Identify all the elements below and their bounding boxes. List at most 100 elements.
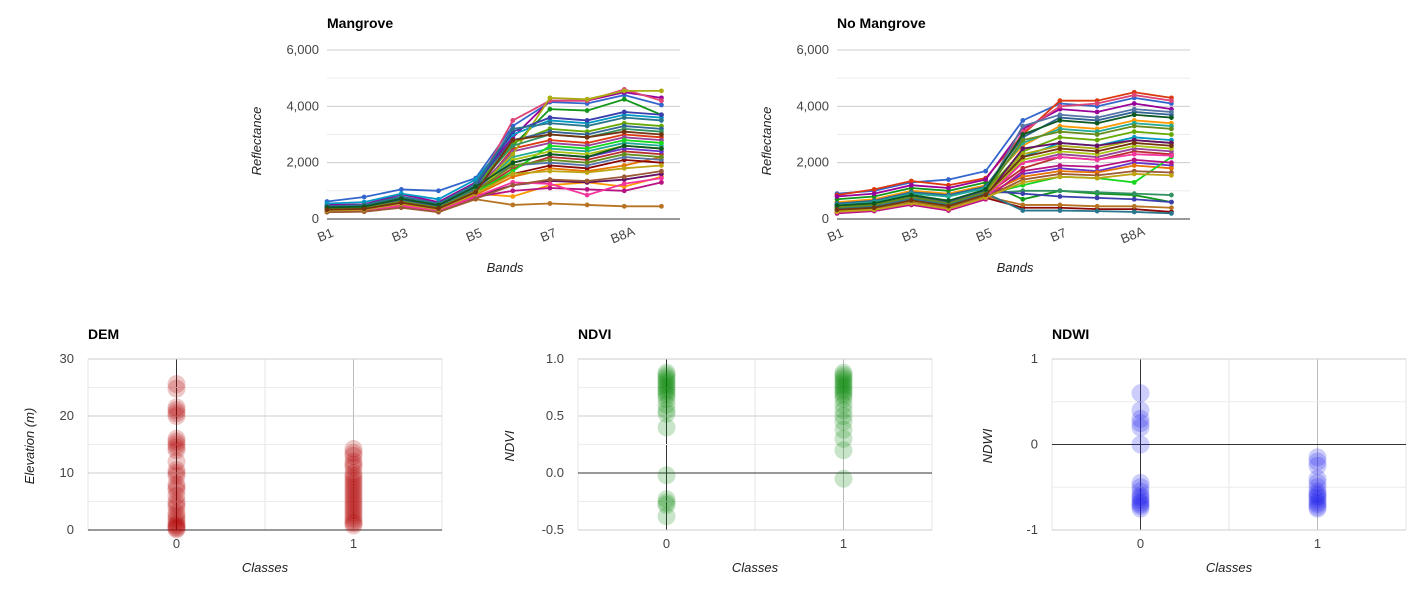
data-point (1057, 174, 1063, 180)
scatter-point (167, 503, 186, 522)
data-point (361, 194, 367, 200)
data-point (436, 196, 441, 202)
data-point (1094, 195, 1100, 201)
data-point (946, 198, 951, 204)
data-point (1094, 149, 1100, 154)
data-point (871, 205, 877, 211)
data-point (1057, 188, 1063, 194)
scatter-point (344, 514, 363, 533)
y-axis-label: Reflectance (249, 107, 264, 176)
scatter-point (1308, 469, 1327, 488)
data-point (1094, 109, 1100, 115)
scatter-point (1131, 499, 1150, 518)
scatter-point (344, 466, 363, 485)
data-point (547, 95, 553, 101)
y-tick-label: 30 (60, 351, 74, 366)
scatter-point (834, 429, 853, 448)
scatter-point (344, 478, 363, 497)
data-point (1057, 129, 1063, 135)
scatter-point (1131, 488, 1150, 507)
data-point (621, 109, 627, 115)
scatter-point (657, 490, 676, 509)
data-point (1169, 160, 1174, 166)
scatter-point (344, 503, 363, 522)
series-path (326, 116, 662, 208)
scatter-point (1308, 486, 1327, 505)
x-tick-label: B8A (608, 223, 637, 246)
scatter-point (1131, 418, 1150, 437)
scatter-point (657, 386, 676, 405)
y-tick-label: 6,000 (286, 42, 319, 57)
scatter-point (167, 512, 186, 531)
scatter-point (167, 464, 186, 482)
data-point (621, 181, 627, 187)
data-point (621, 96, 627, 102)
data-point (1094, 175, 1100, 181)
data-point (1094, 101, 1100, 106)
scatter-point (834, 363, 853, 382)
scatter-point (834, 469, 853, 488)
data-point (1057, 146, 1063, 151)
series-path (836, 113, 1172, 207)
data-point (510, 118, 516, 123)
scatter-point (344, 498, 363, 517)
data-point (584, 170, 590, 175)
scatter-point (657, 379, 676, 398)
data-point (983, 177, 989, 182)
scatter-point (657, 377, 676, 396)
data-point (547, 151, 553, 157)
scatter-point (657, 370, 676, 389)
chart-title: DEM (88, 326, 119, 342)
data-point (1057, 118, 1063, 123)
data-point (584, 123, 590, 129)
data-point (436, 188, 441, 194)
scatter-point (344, 455, 363, 474)
y-tick-label: 6,000 (796, 42, 829, 57)
scatter-point (834, 381, 853, 400)
data-point (1131, 171, 1137, 177)
data-point (510, 182, 516, 188)
data-point (1057, 208, 1063, 213)
data-point (584, 187, 590, 192)
data-point (1169, 132, 1174, 137)
scatter-point (1308, 493, 1327, 512)
data-point (510, 137, 516, 143)
data-point (1169, 199, 1174, 205)
x-tick-label: B5 (464, 225, 484, 245)
scatter-point (657, 363, 676, 382)
scatter-point (1308, 485, 1327, 504)
series-path (326, 130, 662, 211)
data-point (1131, 157, 1137, 163)
scatter-point (167, 401, 186, 420)
data-point (1057, 154, 1063, 160)
data-point (1131, 163, 1137, 168)
data-point (1020, 118, 1026, 123)
data-point (1094, 208, 1100, 214)
x-tick-label: B1 (825, 225, 845, 245)
scatter-point (167, 492, 186, 511)
series-path (326, 177, 662, 212)
data-point (547, 143, 553, 149)
data-point (510, 171, 516, 177)
series-path (836, 125, 1172, 209)
data-point (547, 181, 553, 187)
data-point (510, 202, 516, 208)
scatter-point (344, 495, 363, 514)
data-point (659, 175, 664, 181)
scatter-point (834, 420, 853, 439)
scatter-point (344, 452, 363, 471)
x-axis-label: Classes (732, 560, 779, 575)
data-point (1131, 203, 1137, 209)
class-1-points (1308, 448, 1327, 518)
data-point (659, 118, 664, 123)
x-tick-label: 0 (173, 536, 180, 551)
scatter-point (1131, 478, 1150, 497)
data-point (473, 184, 479, 190)
dem-chart-svg: DEM 0 10 20 30 0 1 Classes Elevation (m) (22, 326, 443, 575)
data-point (584, 146, 590, 151)
ndwi-chart-svg: NDWI -1 0 1 0 1 Classes NDWI (980, 326, 1407, 575)
x-tick-label: 1 (1314, 536, 1321, 551)
data-point (510, 151, 516, 157)
scatter-point (344, 458, 363, 477)
scatter-point (167, 520, 186, 539)
